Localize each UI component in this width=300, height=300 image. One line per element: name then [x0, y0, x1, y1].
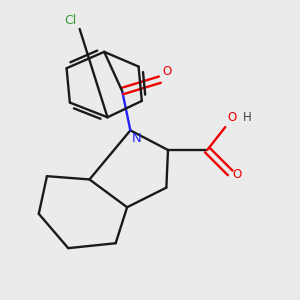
Text: O: O: [233, 168, 242, 181]
Text: O: O: [227, 112, 236, 124]
Text: H: H: [243, 112, 252, 124]
Text: N: N: [132, 132, 142, 145]
Text: O: O: [162, 65, 172, 78]
Text: Cl: Cl: [64, 14, 76, 27]
